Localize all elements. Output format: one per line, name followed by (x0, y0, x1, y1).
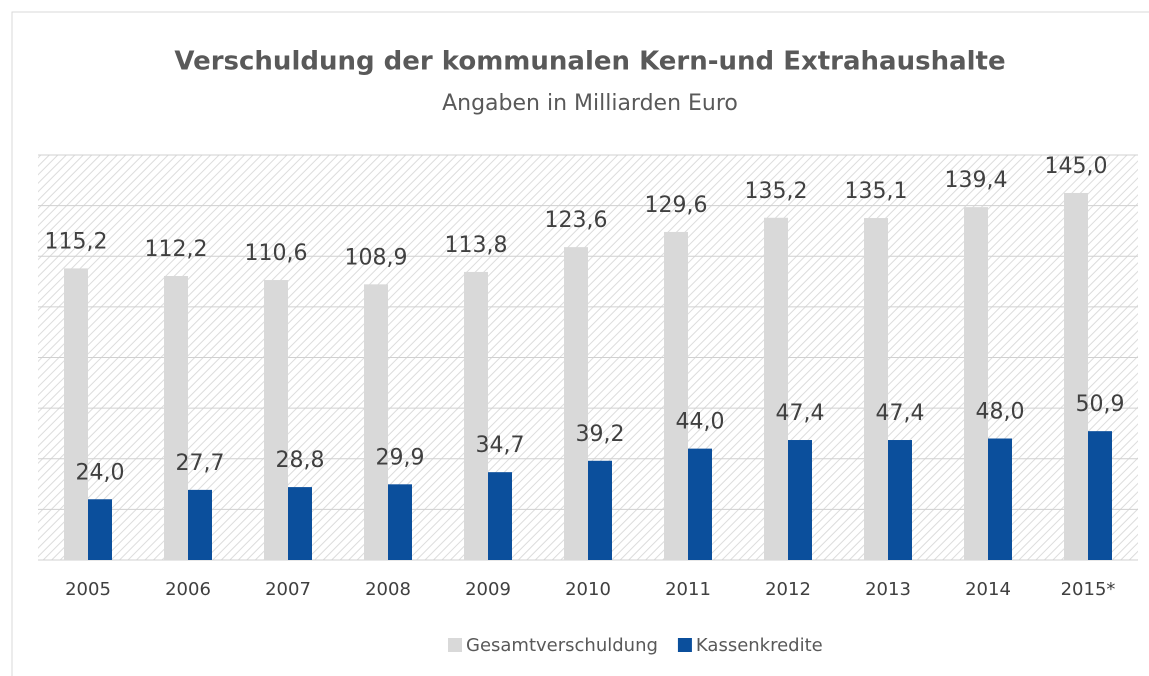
data-label: 24,0 (76, 460, 125, 485)
data-label: 110,6 (245, 241, 308, 266)
data-label: 50,9 (1076, 392, 1125, 417)
bar (388, 484, 412, 560)
legend-label: Kassenkredite (696, 635, 823, 656)
bar (188, 489, 212, 560)
data-label: 29,9 (376, 445, 425, 470)
bar (588, 460, 612, 560)
x-tick-label: 2011 (665, 579, 711, 600)
data-label: 47,4 (776, 401, 825, 426)
bar (264, 280, 288, 560)
x-tick-label: 2013 (865, 579, 911, 600)
bar (488, 472, 512, 560)
x-tick-label: 2008 (365, 579, 411, 600)
bar (664, 231, 688, 560)
bar (1064, 192, 1088, 560)
legend-swatch (448, 638, 462, 652)
bar (464, 271, 488, 560)
data-label: 27,7 (176, 451, 225, 476)
x-tick-label: 2006 (165, 579, 211, 600)
data-label: 39,2 (576, 422, 625, 447)
bar (1088, 431, 1112, 560)
data-label: 34,7 (476, 433, 525, 458)
x-tick-label: 2015* (1061, 579, 1116, 600)
chart-frame (11, 11, 1149, 676)
bar (764, 217, 788, 560)
data-label: 112,2 (145, 237, 208, 262)
bar (888, 440, 912, 560)
x-tick-label: 2014 (965, 579, 1011, 600)
bar (364, 284, 388, 560)
data-label: 129,6 (645, 193, 708, 218)
x-tick-label: 2005 (65, 579, 111, 600)
data-label: 47,4 (876, 401, 925, 426)
data-label: 135,2 (745, 179, 808, 204)
bar (788, 440, 812, 560)
bar (288, 487, 312, 560)
bar (688, 448, 712, 560)
data-label: 139,4 (945, 168, 1008, 193)
chart-subtitle: Angaben in Milliarden Euro (442, 91, 738, 116)
bar (64, 268, 88, 560)
data-label: 44,0 (676, 410, 725, 435)
data-label: 135,1 (845, 179, 908, 204)
x-tick-label: 2012 (765, 579, 811, 600)
bar (988, 438, 1012, 560)
chart-title: Verschuldung der kommunalen Kern-und Ext… (174, 47, 1005, 77)
data-label: 28,8 (276, 448, 325, 473)
legend-swatch (677, 638, 692, 652)
data-label: 113,8 (445, 233, 508, 258)
data-label: 123,6 (545, 208, 608, 233)
data-label: 145,0 (1045, 154, 1108, 179)
legend-label: Gesamtverschuldung (466, 635, 658, 656)
bar (964, 207, 988, 561)
x-tick-label: 2009 (465, 579, 511, 600)
bar (88, 499, 112, 560)
x-tick-label: 2010 (565, 579, 611, 600)
bar (164, 275, 188, 560)
x-tick-label: 2007 (265, 579, 311, 600)
data-label: 115,2 (45, 229, 108, 254)
data-label: 108,9 (345, 245, 408, 270)
bar (864, 218, 888, 560)
bar (564, 247, 588, 560)
data-label: 48,0 (976, 400, 1025, 425)
